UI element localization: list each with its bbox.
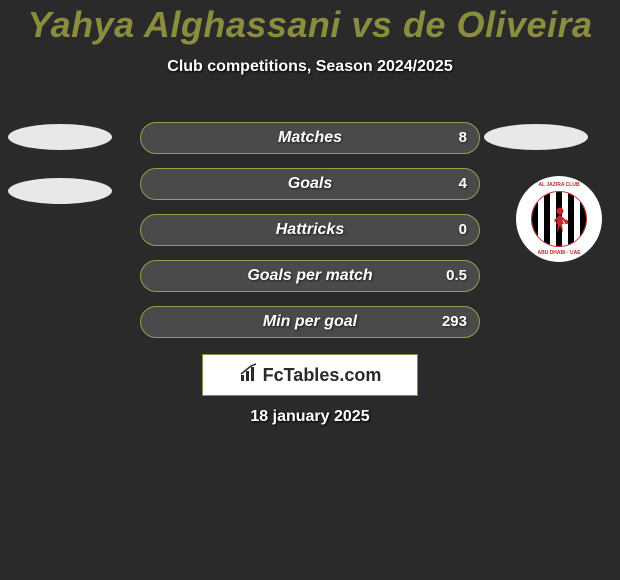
badge-bottom-text: ABU DHABI · UAE: [537, 250, 580, 256]
chart-icon: [239, 363, 259, 388]
bar-value-right: 293: [442, 307, 467, 337]
badge-player-icon: [550, 206, 570, 234]
club-badge: AL JAZIRA CLUB ABU DHABI · UAE: [516, 176, 602, 262]
bar-row: Goals4: [140, 168, 480, 200]
avatar-placeholder: [8, 178, 112, 204]
page-title: Yahya Alghassani vs de Oliveira: [0, 0, 620, 46]
bar-value-right: 4: [459, 169, 467, 199]
bar-row: Matches8: [140, 122, 480, 154]
bar-label: Hattricks: [141, 215, 479, 245]
generation-date: 18 january 2025: [0, 408, 620, 426]
bar-label: Min per goal: [141, 307, 479, 337]
comparison-bars: Matches8Goals4Hattricks0Goals per match0…: [140, 122, 480, 352]
page-subtitle: Club competitions, Season 2024/2025: [0, 58, 620, 76]
bar-label: Goals: [141, 169, 479, 199]
bar-value-right: 8: [459, 123, 467, 153]
left-player-avatars: [8, 124, 112, 232]
bar-label: Goals per match: [141, 261, 479, 291]
bar-value-right: 0: [459, 215, 467, 245]
site-logo: FcTables.com: [202, 354, 418, 396]
bar-row: Min per goal293: [140, 306, 480, 338]
badge-top-text: AL JAZIRA CLUB: [538, 182, 579, 188]
bar-value-right: 0.5: [446, 261, 467, 291]
bar-label: Matches: [141, 123, 479, 153]
bar-row: Goals per match0.5: [140, 260, 480, 292]
right-player-avatar-placeholder: [484, 124, 588, 150]
avatar-placeholder: [8, 124, 112, 150]
bar-row: Hattricks0: [140, 214, 480, 246]
logo-text: FcTables.com: [263, 365, 382, 386]
